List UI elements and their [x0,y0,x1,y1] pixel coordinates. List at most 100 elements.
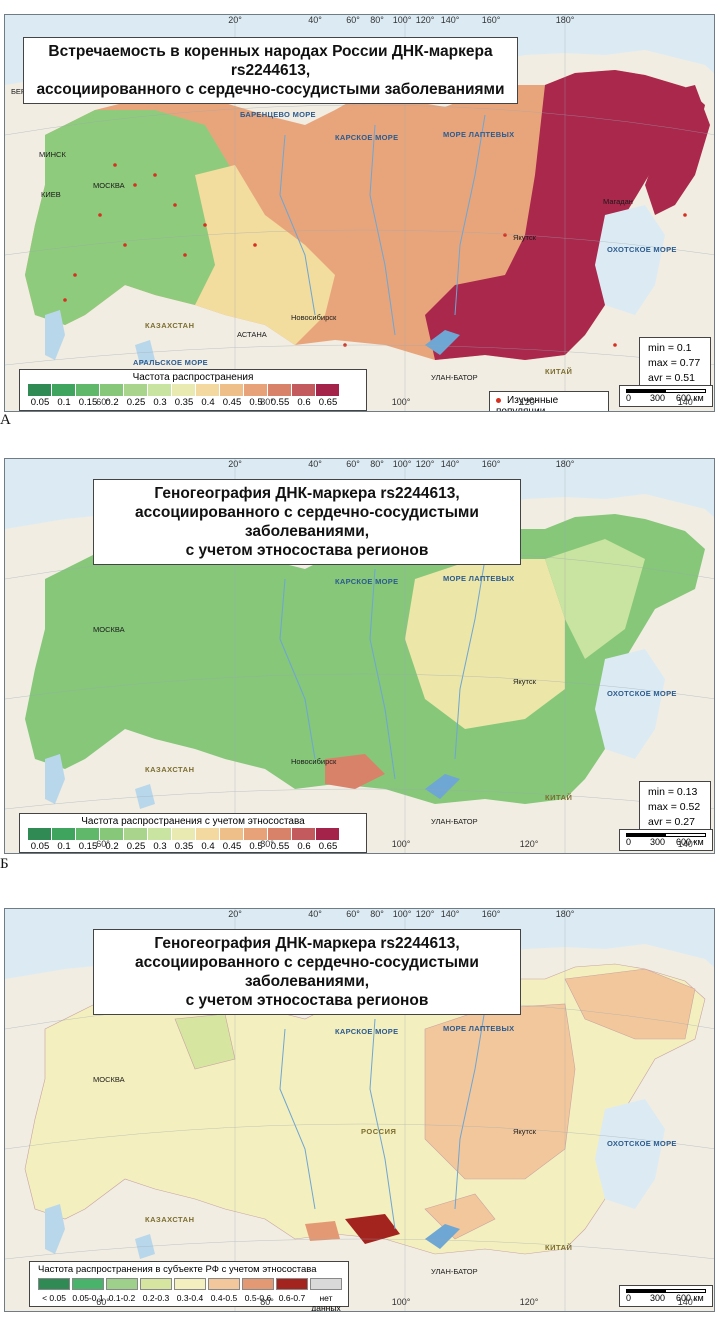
okhotsk-sea [595,205,665,315]
class-swatch-5 [208,1278,240,1290]
label-russia-c: РОССИЯ [361,1127,397,1136]
population-dot-icon [496,397,501,403]
stat-min-b: min = 0.13 [648,786,698,798]
legend-swatch-10 [268,384,292,396]
class-swatch-0 [38,1278,70,1290]
graticule-bottom-b: 60° 80° 100° 120° 140° [96,839,697,849]
legend-tick-8: 0.45 [222,841,242,852]
legend-swatch-4 [124,384,148,396]
panel-b-scale-bar: 0 300 600 км [619,829,713,851]
panel-b-letter: Б [0,856,9,872]
panel-a-title-line2: ассоциированного с сердечно-сосудистыми … [36,81,505,98]
legend-swatch-11 [292,384,316,396]
label-laptev-sea-b: МОРЕ ЛАПТЕВЫХ [443,574,515,583]
class-label-1: 0.05-0.1 [72,1293,104,1303]
legend-tick-10: 0.55 [270,397,290,408]
river-lena [454,114,486,316]
scale-mid: 300 [650,393,666,403]
label-yakutsk-c: Якутск [513,1127,536,1136]
label-magadan: Магадан [603,197,633,206]
panel-a-title-line1: Встречаемость в коренных народах России … [48,43,493,79]
legend-tick-8: 0.45 [222,397,242,408]
map-panel-c: КАРСКОЕ МОРЕ МОРЕ ЛАПТЕВЫХ ОХОТСКОЕ МОРЕ… [4,908,715,1312]
legend-tick-12: 0.65 [318,397,338,408]
graticule-bottom-c: 60° 80° 100° 120° 140° [96,1297,697,1307]
legend-swatch-7 [196,828,220,840]
label-astana: АСТАНА [237,330,267,339]
panel-b-title-line3: с учетом этносостава регионов [185,542,429,559]
panel-a-legend: Частота распространения 0.05 0.1 0.15 0.2 0.… [19,369,367,411]
class-swatch-4 [174,1278,206,1290]
legend-c-title: Частота распространения в субъекте РФ с … [38,1264,317,1275]
legend-tick-3: 0.2 [105,841,119,852]
populations-legend-label: Изученные популяции [496,395,559,412]
label-yakutsk-b: Якутск [513,677,536,686]
label-moscow: МОСКВА [93,181,125,190]
panel-a-scale-bar: 0 300 600 км [619,385,713,407]
zone-kamchatka [645,85,710,215]
label-kara-sea-c: КАРСКОЕ МОРЕ [335,1027,399,1036]
baikal-lake [425,330,460,355]
legend-tick-11: 0.6 [297,841,311,852]
legend-tick-11: 0.6 [297,397,311,408]
legend-swatch-3 [100,384,124,396]
class-swatch-7 [276,1278,308,1290]
label-okhotsk-sea-c: ОХОТСКОЕ МОРЕ [607,1139,677,1148]
map-canvas-b [5,459,714,853]
region-chukotka-c [564,968,696,1040]
class-swatch-6 [242,1278,274,1290]
stat-avr-b: avr = 0.27 [648,816,695,828]
label-moscow-c: МОСКВА [93,1075,125,1084]
label-novosibirsk: Новосибирск [291,313,337,322]
scale-end: 600 км [676,393,704,403]
class-label-5: 0.4-0.5 [210,1293,238,1303]
legend-tick-2: 0.15 [78,841,98,852]
label-ulan-bator-b: УЛАН-БАТОР [431,817,478,826]
label-yakutsk: Якутск [513,233,536,242]
panel-a-title: Встречаемость в коренных народах России … [23,37,518,104]
class-label-6: 0.5-0.6 [244,1293,272,1303]
panel-b-stats: min = 0.13 max = 0.52 avr = 0.27 [639,781,711,834]
legend-tick-6: 0.35 [174,397,194,408]
legend-swatch-7 [196,384,220,396]
legend-swatch-0 [28,828,52,840]
graticule-bottom-a: 60° 80° 100° 120° 140° [96,397,697,407]
panel-b-legend: Частота распространения с учетом этносос… [19,813,367,853]
legend-tick-7: 0.4 [201,841,215,852]
panel-c-legend: Частота распространения в субъекте РФ с … [29,1261,349,1311]
legend-tick-5: 0.3 [153,397,167,408]
label-kara-sea: КАРСКОЕ МОРЕ [335,133,399,142]
legend-swatch-12 [316,828,340,840]
legend-swatch-9 [244,384,268,396]
legend-b-swatches [28,828,340,840]
label-minsk: МИНСК [39,150,66,159]
panel-c-title-line3: с учетом этносостава регионов [185,992,429,1009]
class-label-2: 0.1-0.2 [108,1293,136,1303]
panel-c-title-line2: ассоциированного с сердечно-сосудистыми … [135,954,479,990]
legend-swatch-5 [148,828,172,840]
scale-zero: 0 [626,393,632,403]
class-swatch-3 [140,1278,172,1290]
stat-max: max = 0.77 [648,357,701,369]
label-ulan-bator: УЛАН-БАТОР [431,373,478,382]
legend-swatch-8 [220,828,244,840]
legend-swatch-1 [52,384,76,396]
legend-b-title: Частота распространения с учетом этносос… [81,816,305,827]
zone-yellow-b [405,559,565,729]
legend-tick-6: 0.35 [174,841,194,852]
legend-tick-4: 0.25 [126,397,146,408]
legend-swatch-6 [172,828,196,840]
label-moscow-b: МОСКВА [93,625,125,634]
legend-tick-0: 0.05 [30,841,50,852]
label-laptev-sea: МОРЕ ЛАПТЕВЫХ [443,130,515,139]
label-china: КИТАЙ [545,367,573,376]
panel-c-title-line1: Геногеография ДНК-маркера rs2244613, [154,935,460,952]
label-okhotsk-sea: ОХОТСКОЕ МОРЕ [607,245,677,254]
legend-swatch-4 [124,828,148,840]
label-china-b: КИТАЙ [545,793,573,802]
legend-swatch-8 [220,384,244,396]
label-ulan-bator-c: УЛАН-БАТОР [431,1267,478,1276]
graticule-top-a: 20° 40° 60° 80° 100° 120° 140° 160° 180° [228,15,575,25]
map-panel-a: БАРЕНЦЕВО МОРЕ КАРСКОЕ МОРЕ МОРЕ ЛАПТЕВЫ… [4,14,715,412]
legend-swatch-5 [148,384,172,396]
